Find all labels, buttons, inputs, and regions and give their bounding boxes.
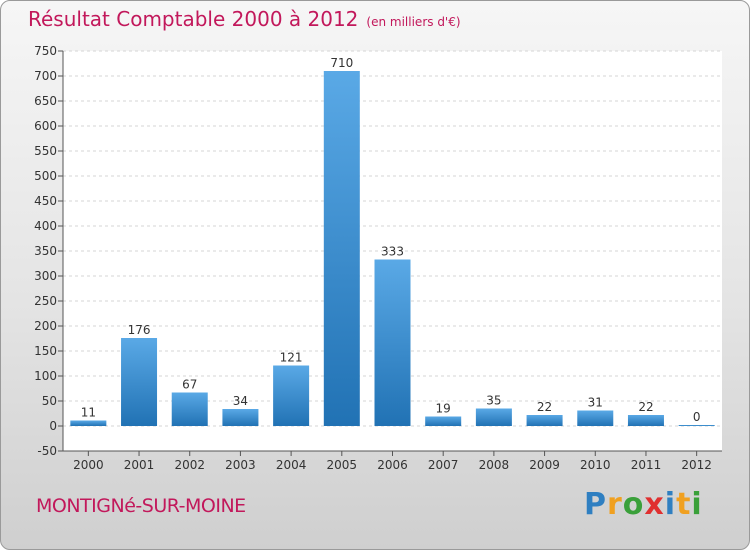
bar-2001 bbox=[121, 338, 158, 426]
y-tick-label: 250 bbox=[34, 294, 57, 308]
logo-letter: r bbox=[607, 487, 623, 522]
x-tick-label-2006: 2006 bbox=[377, 458, 408, 472]
data-label-2001: 176 bbox=[128, 323, 151, 337]
bar-2006 bbox=[374, 259, 411, 426]
data-label-2007: 19 bbox=[436, 402, 451, 416]
proxiti-logo: Proxiti bbox=[584, 487, 703, 522]
x-tick-label-2008: 2008 bbox=[479, 458, 510, 472]
data-label-2002: 67 bbox=[182, 378, 197, 392]
x-tick-label-2003: 2003 bbox=[225, 458, 256, 472]
x-tick-label-2011: 2011 bbox=[631, 458, 662, 472]
logo-letter: o bbox=[622, 487, 645, 522]
y-tick-label: 450 bbox=[34, 194, 57, 208]
logo-letter: i bbox=[691, 487, 703, 522]
bar-2008 bbox=[475, 408, 512, 426]
x-tick-label-2010: 2010 bbox=[580, 458, 611, 472]
x-tick-label-2000: 2000 bbox=[73, 458, 104, 472]
x-tick-label-2001: 2001 bbox=[124, 458, 155, 472]
data-label-2008: 35 bbox=[486, 394, 501, 408]
y-tick-label: 150 bbox=[34, 344, 57, 358]
y-tick-label: 300 bbox=[34, 269, 57, 283]
bar-2003 bbox=[222, 409, 259, 426]
y-tick-label: 100 bbox=[34, 369, 57, 383]
x-tick-label-2007: 2007 bbox=[428, 458, 459, 472]
data-label-2012: 0 bbox=[693, 410, 701, 424]
chart-title-main: Résultat Comptable 2000 à 2012 bbox=[28, 7, 359, 31]
x-tick-label-2004: 2004 bbox=[276, 458, 307, 472]
y-tick-label: 650 bbox=[34, 94, 57, 108]
bar-2011 bbox=[627, 415, 664, 426]
logo-letter: x bbox=[644, 487, 665, 522]
bar-2004 bbox=[273, 365, 310, 426]
bar-2012 bbox=[678, 425, 715, 426]
data-label-2011: 22 bbox=[638, 400, 653, 414]
data-label-2010: 31 bbox=[588, 396, 603, 410]
y-tick-label: 0 bbox=[49, 419, 57, 433]
data-label-2004: 121 bbox=[280, 351, 303, 365]
data-label-2000: 11 bbox=[81, 406, 96, 420]
x-tick-label-2002: 2002 bbox=[174, 458, 205, 472]
y-tick-label: 550 bbox=[34, 144, 57, 158]
y-tick-label: 200 bbox=[34, 319, 57, 333]
y-tick-label: 700 bbox=[34, 69, 57, 83]
y-tick-label: -50 bbox=[37, 444, 57, 458]
chart-title: Résultat Comptable 2000 à 2012 (en millie… bbox=[28, 7, 461, 31]
commune-name: MONTIGNé-SUR-MOINE bbox=[36, 495, 246, 517]
y-tick-label: 400 bbox=[34, 219, 57, 233]
x-tick-label-2009: 2009 bbox=[529, 458, 560, 472]
bar-2005 bbox=[323, 71, 360, 426]
data-label-2005: 710 bbox=[330, 56, 353, 70]
data-label-2003: 34 bbox=[233, 394, 248, 408]
x-tick-label-2005: 2005 bbox=[327, 458, 358, 472]
data-label-2006: 333 bbox=[381, 245, 404, 259]
bar-2007 bbox=[425, 416, 462, 426]
chart-title-unit: (en milliers d'€) bbox=[366, 15, 461, 29]
y-tick-label: 500 bbox=[34, 169, 57, 183]
logo-letter: i bbox=[664, 487, 677, 522]
y-tick-label: 750 bbox=[34, 44, 57, 58]
logo-letter: t bbox=[676, 487, 692, 522]
y-tick-label: 50 bbox=[42, 394, 57, 408]
logo-letter: P bbox=[584, 487, 607, 522]
bar-2000 bbox=[70, 420, 107, 426]
x-tick-label-2012: 2012 bbox=[681, 458, 712, 472]
y-tick-label: 600 bbox=[34, 119, 57, 133]
bar-2009 bbox=[526, 415, 563, 426]
bar-2002 bbox=[171, 392, 208, 426]
bar-2010 bbox=[577, 410, 614, 426]
data-label-2009: 22 bbox=[537, 400, 552, 414]
y-tick-label: 350 bbox=[34, 244, 57, 258]
